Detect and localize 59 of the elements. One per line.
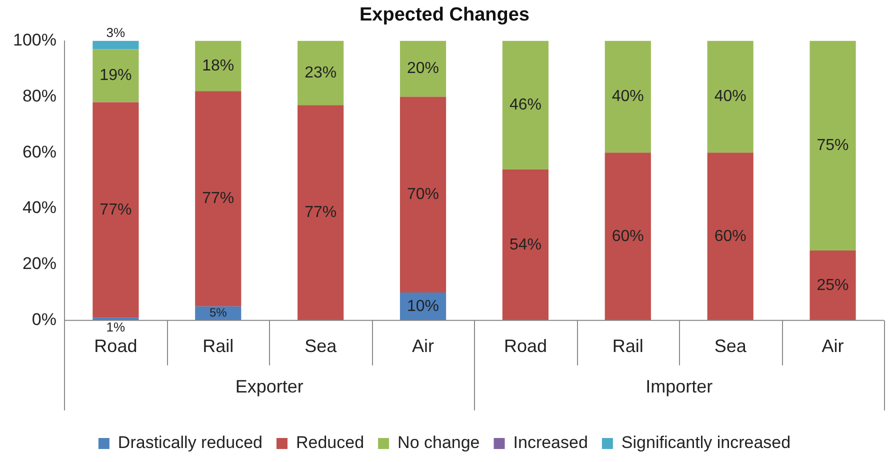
text: Exporter [235, 376, 304, 396]
data-label: 10% [407, 298, 440, 315]
legend-label: Increased [513, 433, 588, 452]
x-tick-label: Road [94, 336, 138, 356]
bar [195, 40, 242, 92]
bar [92, 40, 139, 50]
data-label: 23% [304, 64, 337, 82]
x-tick-label: Air [412, 336, 434, 356]
x-tick-label: Road [504, 336, 547, 356]
data-label: 3% [106, 24, 126, 40]
bar [810, 250, 856, 320]
legend-label: No change [398, 433, 480, 452]
bar [604, 40, 651, 153]
y-tick-label: 40% [22, 198, 56, 218]
legend-label: Drastically reduced [118, 433, 262, 452]
data-label: 20% [407, 60, 440, 78]
bar [298, 105, 344, 320]
bar [707, 152, 754, 320]
data-label: 77% [100, 201, 132, 218]
data-label: 40% [612, 88, 644, 106]
data-label: 1% [106, 319, 126, 334]
text: Importer [646, 376, 713, 396]
data-label: 40% [714, 88, 746, 106]
y-tick-label: 100% [12, 30, 56, 50]
data-label: 19% [100, 67, 132, 84]
bar [810, 40, 856, 250]
x-tick-label: Sea [714, 336, 748, 356]
bar [92, 49, 139, 102]
bar [92, 102, 139, 318]
legend-label: Significantly increased [621, 433, 791, 452]
y-tick-label: 60% [22, 142, 56, 162]
chart-title: Expected Changes [360, 4, 530, 26]
bar [400, 40, 446, 97]
bar [195, 91, 242, 306]
data-label: 75% [816, 137, 849, 154]
x-tick-label: Sea [304, 336, 338, 356]
x-tick-label: Rail [202, 336, 234, 356]
data-label: 60% [714, 228, 746, 245]
data-label: 46% [509, 96, 542, 114]
bar [604, 152, 651, 320]
data-label: 54% [509, 236, 542, 254]
data-label: 70% [407, 186, 440, 203]
y-tick-label: 0% [32, 310, 56, 330]
data-label: 18% [202, 57, 234, 74]
x-tick-label: Rail [612, 336, 644, 356]
data-label: 77% [202, 190, 234, 208]
bar [400, 96, 446, 292]
y-tick-label: 80% [22, 86, 56, 106]
data-label: 60% [612, 228, 644, 245]
bar [502, 169, 549, 320]
bar [502, 40, 549, 170]
x-tick-label: Air [822, 336, 844, 356]
data-label: 5% [209, 306, 228, 320]
bar [707, 40, 754, 153]
legend-label: Reduced [296, 433, 364, 452]
bar [298, 40, 344, 106]
y-tick-label: 20% [22, 254, 56, 274]
data-label: 77% [304, 204, 337, 222]
data-label: 25% [816, 276, 849, 294]
